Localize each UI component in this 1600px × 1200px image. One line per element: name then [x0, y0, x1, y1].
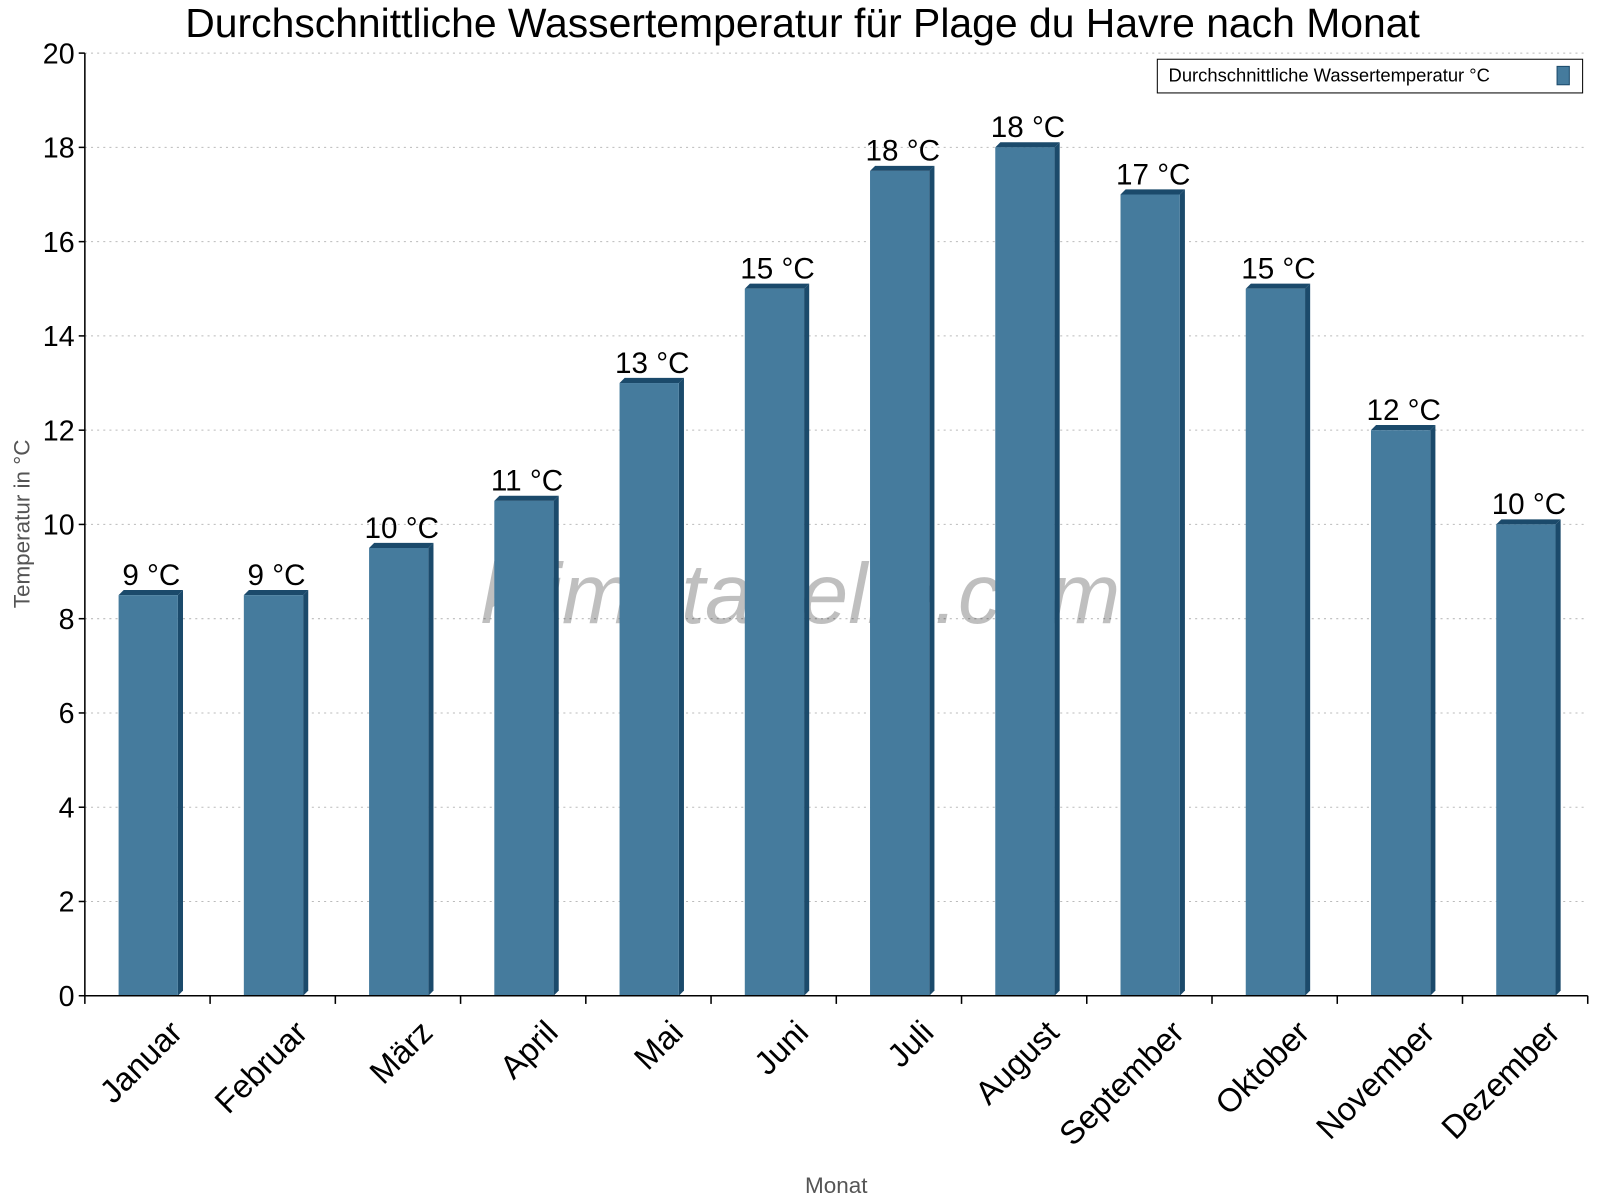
data-label: 9 °C [122, 559, 180, 592]
bar-top [1120, 189, 1185, 195]
bar-side [1305, 283, 1311, 996]
x-tick-label: August [968, 1013, 1066, 1111]
data-label: 15 °C [1241, 253, 1315, 286]
bar [369, 547, 429, 996]
x-tick-label: Januar [92, 1013, 189, 1110]
bar-side [1054, 142, 1060, 996]
bar-top [1370, 425, 1436, 431]
bar-side [428, 542, 434, 996]
y-tick-label: 4 [59, 792, 75, 824]
bar-side [1555, 519, 1561, 996]
bar-side [303, 590, 309, 996]
bar-top [1496, 519, 1561, 525]
bar [494, 500, 554, 996]
y-tick-label: 18 [43, 133, 75, 165]
x-tick-label: September [1052, 1013, 1191, 1152]
bar-side [1179, 189, 1185, 996]
bar-top [243, 590, 309, 596]
bar [1370, 430, 1431, 996]
chart-title: Durchschnittliche Wassertemperatur für P… [185, 0, 1420, 46]
bar-top [744, 283, 810, 289]
bar-top [118, 590, 184, 596]
x-tick-label: März [362, 1013, 440, 1090]
bar [243, 595, 304, 996]
legend-swatch [1556, 65, 1570, 86]
y-tick-label: 16 [43, 227, 75, 259]
y-tick-label: 2 [59, 887, 75, 919]
legend-label: Durchschnittliche Wassertemperatur °C [1169, 65, 1490, 86]
bar-top [619, 377, 684, 384]
y-tick-label: 10 [43, 510, 75, 542]
data-label: 15 °C [740, 253, 814, 286]
data-label: 10 °C [1492, 488, 1566, 521]
bar [1245, 288, 1306, 996]
bar-side [678, 377, 684, 996]
bar [1496, 524, 1556, 996]
x-tick-label: November [1309, 1013, 1442, 1146]
x-tick-label: April [492, 1013, 564, 1085]
data-label: 18 °C [866, 135, 940, 168]
legend: Durchschnittliche Wassertemperatur °C [1156, 58, 1584, 94]
data-label: 11 °C [491, 465, 563, 498]
bar-top [494, 495, 559, 501]
x-tick-label: Juli [880, 1013, 941, 1074]
bar-top [870, 165, 935, 171]
bar-side [1430, 425, 1436, 996]
bar-side [929, 165, 935, 996]
gridlines [84, 52, 1588, 902]
y-tick-label: 20 [43, 38, 75, 70]
data-label: 13 °C [615, 347, 689, 380]
y-tick-label: 12 [43, 415, 75, 447]
bar-side [804, 283, 810, 996]
x-tick-label: Dezember [1434, 1013, 1567, 1146]
data-label: 18 °C [991, 111, 1065, 144]
bar [870, 170, 930, 996]
bar-top [995, 142, 1060, 148]
data-label: 9 °C [248, 559, 306, 592]
x-tick-label: Februar [207, 1013, 314, 1120]
y-tick-label: 8 [59, 604, 75, 636]
y-tick-label: 6 [59, 698, 75, 730]
data-label: 12 °C [1366, 394, 1440, 427]
data-label: 10 °C [365, 512, 439, 545]
bar-top [1245, 283, 1311, 289]
data-label: 17 °C [1116, 158, 1190, 191]
x-tick-label: Oktober [1208, 1013, 1317, 1121]
x-tick-label: Juni [747, 1013, 816, 1082]
bar [118, 595, 178, 996]
bar-top [369, 542, 434, 548]
x-tick-label: Mai [627, 1013, 690, 1076]
bar [619, 383, 679, 996]
y-axis-label: Temperatur in °C [10, 440, 35, 609]
bar-side [177, 590, 184, 996]
bar [1120, 194, 1180, 996]
bar [744, 288, 805, 996]
y-tick-label: 14 [43, 321, 75, 353]
bar [995, 147, 1055, 996]
x-axis-label: Monat [805, 1173, 868, 1198]
bar-side [553, 495, 559, 996]
y-tick-label: 0 [59, 981, 75, 1013]
bars: 9 °C 9 °C 10 °C 11 °C 13 °C 15 °C 18 °C 18 °C 17… [118, 111, 1566, 996]
